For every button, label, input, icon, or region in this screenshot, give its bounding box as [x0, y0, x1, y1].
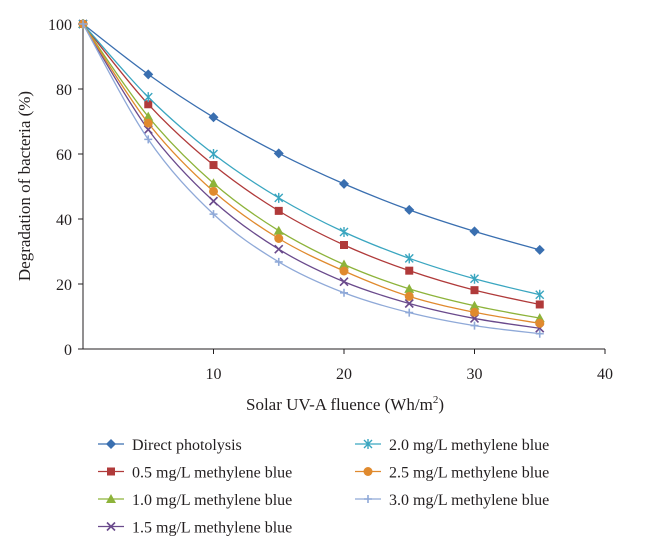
data-point [339, 277, 349, 287]
data-point [106, 439, 116, 449]
data-point [404, 298, 414, 309]
legend-item: 3.0 mg/L methylene blue [355, 492, 549, 509]
data-point [405, 266, 414, 275]
data-point [339, 227, 349, 237]
series-line [82, 23, 540, 319]
data-point [405, 308, 414, 317]
data-point [364, 495, 372, 503]
x-tick-label: 10 [206, 366, 222, 383]
data-point [535, 300, 544, 309]
series-5 [78, 19, 545, 300]
legend-label: 2.0 mg/L methylene blue [389, 437, 549, 454]
data-point [274, 192, 284, 203]
legend-label: Direct photolysis [132, 437, 242, 454]
data-point [274, 234, 284, 243]
series-4 [78, 19, 545, 333]
data-point [470, 273, 479, 284]
y-tick-label: 60 [56, 147, 72, 164]
x-tick-label: 40 [597, 366, 613, 383]
x-axis-label-superscript: 2 [433, 394, 439, 406]
data-point [144, 135, 153, 144]
data-point [470, 321, 479, 330]
y-tick-label: 0 [64, 342, 72, 359]
data-point [143, 118, 153, 128]
series-line [82, 23, 540, 306]
legend-item: 2.0 mg/L methylene blue [355, 437, 549, 454]
data-point [79, 20, 87, 28]
data-point [209, 186, 218, 196]
legend-item: 2.5 mg/L methylene blue [355, 465, 549, 482]
data-point [470, 286, 479, 295]
y-tick-label: 100 [48, 17, 72, 34]
data-point [469, 300, 480, 310]
data-point [144, 100, 153, 109]
data-point [209, 149, 218, 159]
data-point [143, 69, 154, 80]
legend-label: 3.0 mg/L methylene blue [389, 492, 549, 509]
data-point [404, 204, 415, 215]
data-point [404, 283, 415, 293]
y-tick-label: 20 [56, 277, 72, 294]
data-point [208, 178, 219, 188]
legend-label: 1.0 mg/L methylene blue [132, 492, 292, 509]
y-tick-label: 40 [56, 212, 72, 229]
data-point [209, 161, 218, 170]
x-axis-label-text: Solar UV-A fluence (Wh/m [246, 395, 433, 414]
legend-item: 1.0 mg/L methylene blue [98, 492, 292, 509]
legend-item: 0.5 mg/L methylene blue [98, 465, 292, 482]
data-point [274, 206, 283, 215]
legend-label: 2.5 mg/L methylene blue [389, 465, 549, 482]
data-point [273, 148, 284, 159]
data-point [106, 521, 116, 532]
data-point [469, 226, 480, 237]
series-line [82, 23, 540, 296]
legend-label: 0.5 mg/L methylene blue [132, 465, 292, 482]
legend-item: 1.5 mg/L methylene blue [98, 520, 292, 537]
x-axis-label-end: ) [438, 395, 444, 414]
data-point [274, 244, 284, 254]
y-axis-label: Degradation of bacteria (%) [15, 91, 34, 281]
data-point [143, 92, 153, 103]
data-point [339, 266, 349, 276]
y-tick-label: 80 [56, 82, 72, 99]
series-7 [79, 20, 544, 338]
data-point [339, 259, 349, 269]
legend-label: 1.5 mg/L methylene blue [132, 520, 292, 537]
data-point [535, 289, 545, 300]
data-point [535, 329, 544, 338]
data-point [143, 111, 154, 121]
data-point [363, 439, 373, 449]
data-point [107, 467, 115, 476]
data-point [209, 210, 218, 219]
x-axis-label: Solar UV-A fluence (Wh/m2) [246, 394, 444, 414]
x-tick-label: 30 [467, 366, 483, 383]
data-point [404, 291, 414, 301]
data-point [208, 196, 219, 206]
data-point [363, 467, 373, 476]
data-point [340, 241, 348, 249]
data-point [273, 225, 284, 235]
series-2 [79, 20, 544, 309]
data-point [534, 244, 545, 255]
data-point [339, 178, 349, 189]
series-6 [78, 19, 545, 328]
data-point [106, 494, 116, 503]
legend: Direct photolysis 0.5 mg/L methylene blue… [98, 437, 549, 537]
data-point [208, 112, 219, 123]
data-point [535, 318, 545, 328]
data-point [340, 288, 348, 297]
data-point [274, 257, 283, 266]
data-point [404, 253, 414, 264]
legend-item: Direct photolysis [98, 437, 242, 454]
data-point [470, 307, 479, 317]
x-tick-label: 20 [336, 366, 352, 383]
